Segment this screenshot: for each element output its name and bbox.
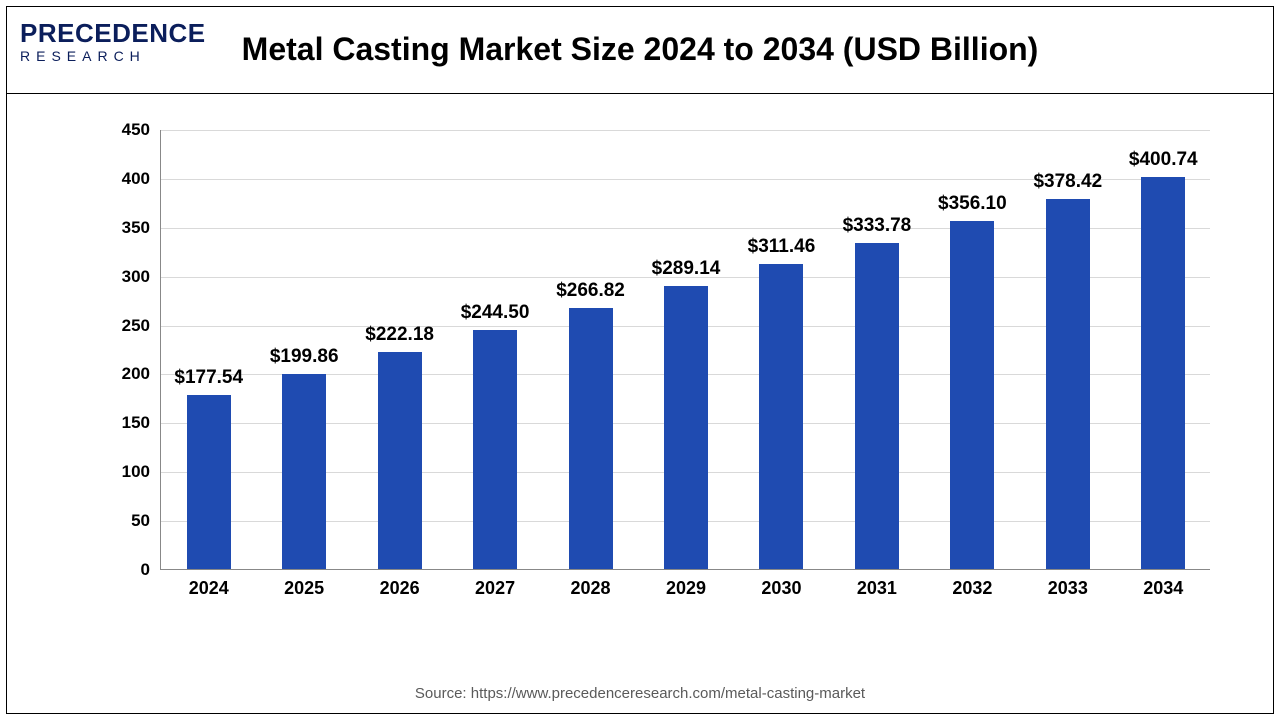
- gridline: [161, 130, 1210, 131]
- x-tick-label: 2029: [646, 578, 726, 599]
- bar-value-label: $311.46: [721, 236, 841, 258]
- y-tick-label: 350: [100, 218, 150, 238]
- bar-value-label: $356.10: [912, 193, 1032, 215]
- bar: [569, 308, 613, 569]
- bar-value-label: $289.14: [626, 258, 746, 280]
- y-tick-label: 300: [100, 267, 150, 287]
- bar: [282, 374, 326, 569]
- chart-area: 050100150200250300350400450$177.542024$1…: [100, 130, 1210, 608]
- y-tick-label: 450: [100, 120, 150, 140]
- bar-value-label: $333.78: [817, 215, 937, 237]
- x-tick-label: 2027: [455, 578, 535, 599]
- bar: [664, 286, 708, 569]
- x-tick-label: 2034: [1123, 578, 1203, 599]
- bar-value-label: $199.86: [244, 346, 364, 368]
- bar-value-label: $378.42: [1008, 171, 1128, 193]
- bar: [759, 264, 803, 569]
- x-tick-label: 2031: [837, 578, 917, 599]
- source-text: Source: https://www.precedenceresearch.c…: [0, 685, 1280, 702]
- y-tick-label: 250: [100, 316, 150, 336]
- bar-value-label: $222.18: [340, 324, 460, 346]
- logo: PRECEDENCE RESEARCH: [20, 20, 210, 80]
- logo-line1: PRECEDENCE: [20, 20, 210, 46]
- x-tick-label: 2033: [1028, 578, 1108, 599]
- header: PRECEDENCE RESEARCH Metal Casting Market…: [6, 6, 1274, 94]
- bar-value-label: $177.54: [149, 367, 269, 389]
- bar: [378, 352, 422, 569]
- y-tick-label: 150: [100, 413, 150, 433]
- x-tick-label: 2032: [932, 578, 1012, 599]
- bar: [1141, 177, 1185, 569]
- bar-value-label: $400.74: [1103, 149, 1223, 171]
- x-tick-label: 2028: [551, 578, 631, 599]
- x-tick-label: 2026: [360, 578, 440, 599]
- bar-value-label: $266.82: [531, 280, 651, 302]
- bar: [855, 243, 899, 569]
- y-tick-label: 50: [100, 511, 150, 531]
- bar: [1046, 199, 1090, 569]
- bar: [187, 395, 231, 569]
- bar-value-label: $244.50: [435, 302, 555, 324]
- y-tick-label: 400: [100, 169, 150, 189]
- bar: [473, 330, 517, 569]
- logo-line2: RESEARCH: [20, 48, 210, 64]
- bar: [950, 221, 994, 569]
- plot-region: 050100150200250300350400450$177.542024$1…: [160, 130, 1210, 570]
- x-tick-label: 2030: [741, 578, 821, 599]
- x-tick-label: 2025: [264, 578, 344, 599]
- x-tick-label: 2024: [169, 578, 249, 599]
- y-tick-label: 0: [100, 560, 150, 580]
- y-tick-label: 100: [100, 462, 150, 482]
- y-tick-label: 200: [100, 364, 150, 384]
